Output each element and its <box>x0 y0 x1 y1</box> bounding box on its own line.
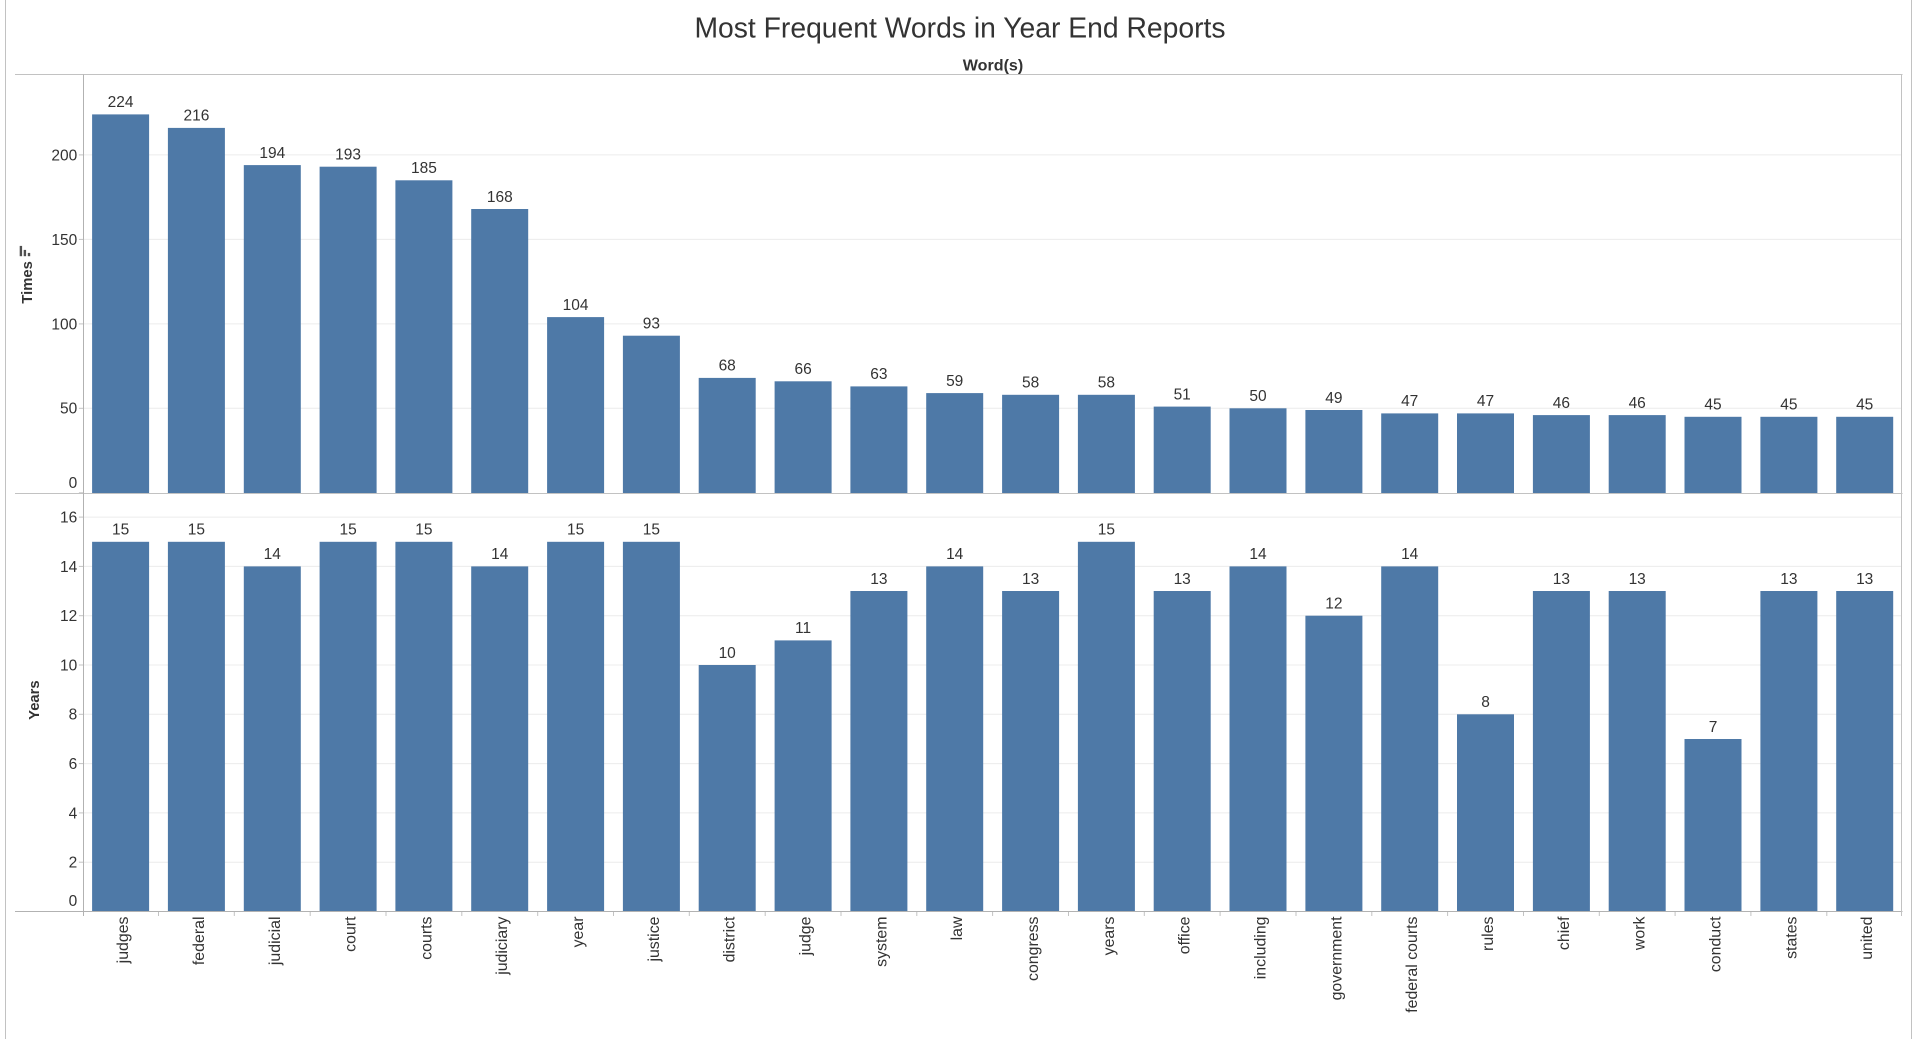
svg-text:chief: chief <box>1556 916 1573 950</box>
svg-text:federal: federal <box>191 917 208 966</box>
svg-text:14: 14 <box>491 546 509 563</box>
svg-text:0: 0 <box>69 893 78 910</box>
svg-text:104: 104 <box>563 297 589 314</box>
svg-text:193: 193 <box>335 147 361 164</box>
svg-text:Times: Times <box>20 261 36 304</box>
svg-text:15: 15 <box>112 522 129 539</box>
svg-text:system: system <box>873 917 890 967</box>
svg-text:judge: judge <box>798 916 815 956</box>
svg-text:12: 12 <box>60 608 77 625</box>
svg-text:100: 100 <box>51 316 77 333</box>
svg-text:11: 11 <box>795 620 811 637</box>
svg-text:58: 58 <box>1098 375 1115 392</box>
svg-text:13: 13 <box>1780 571 1797 588</box>
svg-text:46: 46 <box>1553 395 1570 412</box>
svg-text:50: 50 <box>60 401 78 418</box>
svg-text:congress: congress <box>1025 916 1042 981</box>
svg-text:states: states <box>1783 916 1800 958</box>
svg-text:216: 216 <box>183 108 209 125</box>
svg-text:185: 185 <box>411 160 437 177</box>
svg-text:150: 150 <box>51 232 77 249</box>
svg-text:14: 14 <box>264 546 282 563</box>
svg-text:district: district <box>722 916 739 962</box>
svg-text:Most Frequent Words in Year En: Most Frequent Words in Year End Reports <box>694 11 1225 43</box>
svg-text:justice: justice <box>646 916 663 962</box>
svg-text:4: 4 <box>69 805 78 822</box>
svg-text:15: 15 <box>567 522 584 539</box>
svg-text:government: government <box>1328 916 1345 1000</box>
svg-text:68: 68 <box>719 358 736 375</box>
svg-text:194: 194 <box>259 145 285 162</box>
svg-text:46: 46 <box>1629 395 1646 412</box>
svg-text:8: 8 <box>1481 694 1490 711</box>
svg-text:13: 13 <box>1629 571 1646 588</box>
svg-text:0: 0 <box>69 475 78 492</box>
svg-text:168: 168 <box>487 189 513 206</box>
svg-text:200: 200 <box>51 147 77 164</box>
svg-text:courts: courts <box>418 916 435 959</box>
svg-text:47: 47 <box>1401 393 1418 410</box>
svg-text:court: court <box>343 916 360 952</box>
svg-text:15: 15 <box>339 522 356 539</box>
svg-text:14: 14 <box>1249 546 1267 563</box>
svg-text:10: 10 <box>719 645 737 662</box>
svg-text:224: 224 <box>108 94 134 111</box>
svg-text:united: united <box>1859 917 1876 960</box>
svg-text:13: 13 <box>1022 571 1039 588</box>
svg-text:14: 14 <box>60 559 78 576</box>
svg-text:8: 8 <box>69 707 78 724</box>
svg-text:13: 13 <box>1856 571 1873 588</box>
svg-text:50: 50 <box>1249 388 1267 405</box>
svg-text:judiciary: judiciary <box>494 916 511 975</box>
svg-text:14: 14 <box>1401 546 1419 563</box>
svg-text:work: work <box>1632 916 1649 951</box>
svg-text:office: office <box>1177 916 1194 954</box>
svg-text:13: 13 <box>1174 571 1191 588</box>
svg-text:15: 15 <box>415 522 432 539</box>
svg-text:Word(s): Word(s) <box>963 56 1024 74</box>
svg-text:years: years <box>1101 916 1118 955</box>
svg-text:rules: rules <box>1480 916 1497 950</box>
svg-text:45: 45 <box>1856 397 1873 414</box>
svg-text:45: 45 <box>1780 397 1797 414</box>
svg-text:58: 58 <box>1022 375 1039 392</box>
svg-text:15: 15 <box>643 522 660 539</box>
svg-text:93: 93 <box>643 316 660 333</box>
svg-text:66: 66 <box>794 361 811 378</box>
svg-text:49: 49 <box>1325 390 1342 407</box>
svg-text:law: law <box>949 916 966 940</box>
svg-text:13: 13 <box>1553 571 1570 588</box>
svg-text:including: including <box>1253 917 1270 980</box>
svg-text:conduct: conduct <box>1708 916 1725 972</box>
svg-text:7: 7 <box>1709 719 1718 736</box>
svg-text:15: 15 <box>188 522 205 539</box>
svg-text:2: 2 <box>69 855 78 872</box>
svg-text:Years: Years <box>27 680 43 720</box>
svg-text:10: 10 <box>60 657 78 674</box>
svg-text:47: 47 <box>1477 393 1494 410</box>
svg-text:51: 51 <box>1174 386 1191 403</box>
svg-text:59: 59 <box>946 373 963 390</box>
svg-text:45: 45 <box>1704 397 1721 414</box>
svg-text:13: 13 <box>870 571 887 588</box>
svg-text:judges: judges <box>115 916 132 964</box>
svg-text:year: year <box>570 916 587 948</box>
svg-text:federal courts: federal courts <box>1404 916 1421 1012</box>
svg-text:63: 63 <box>870 366 887 383</box>
svg-text:14: 14 <box>946 546 964 563</box>
svg-text:12: 12 <box>1325 596 1342 613</box>
svg-text:16: 16 <box>60 510 77 527</box>
svg-text:15: 15 <box>1098 522 1115 539</box>
svg-text:judicial: judicial <box>267 917 284 967</box>
svg-text:6: 6 <box>69 756 78 773</box>
